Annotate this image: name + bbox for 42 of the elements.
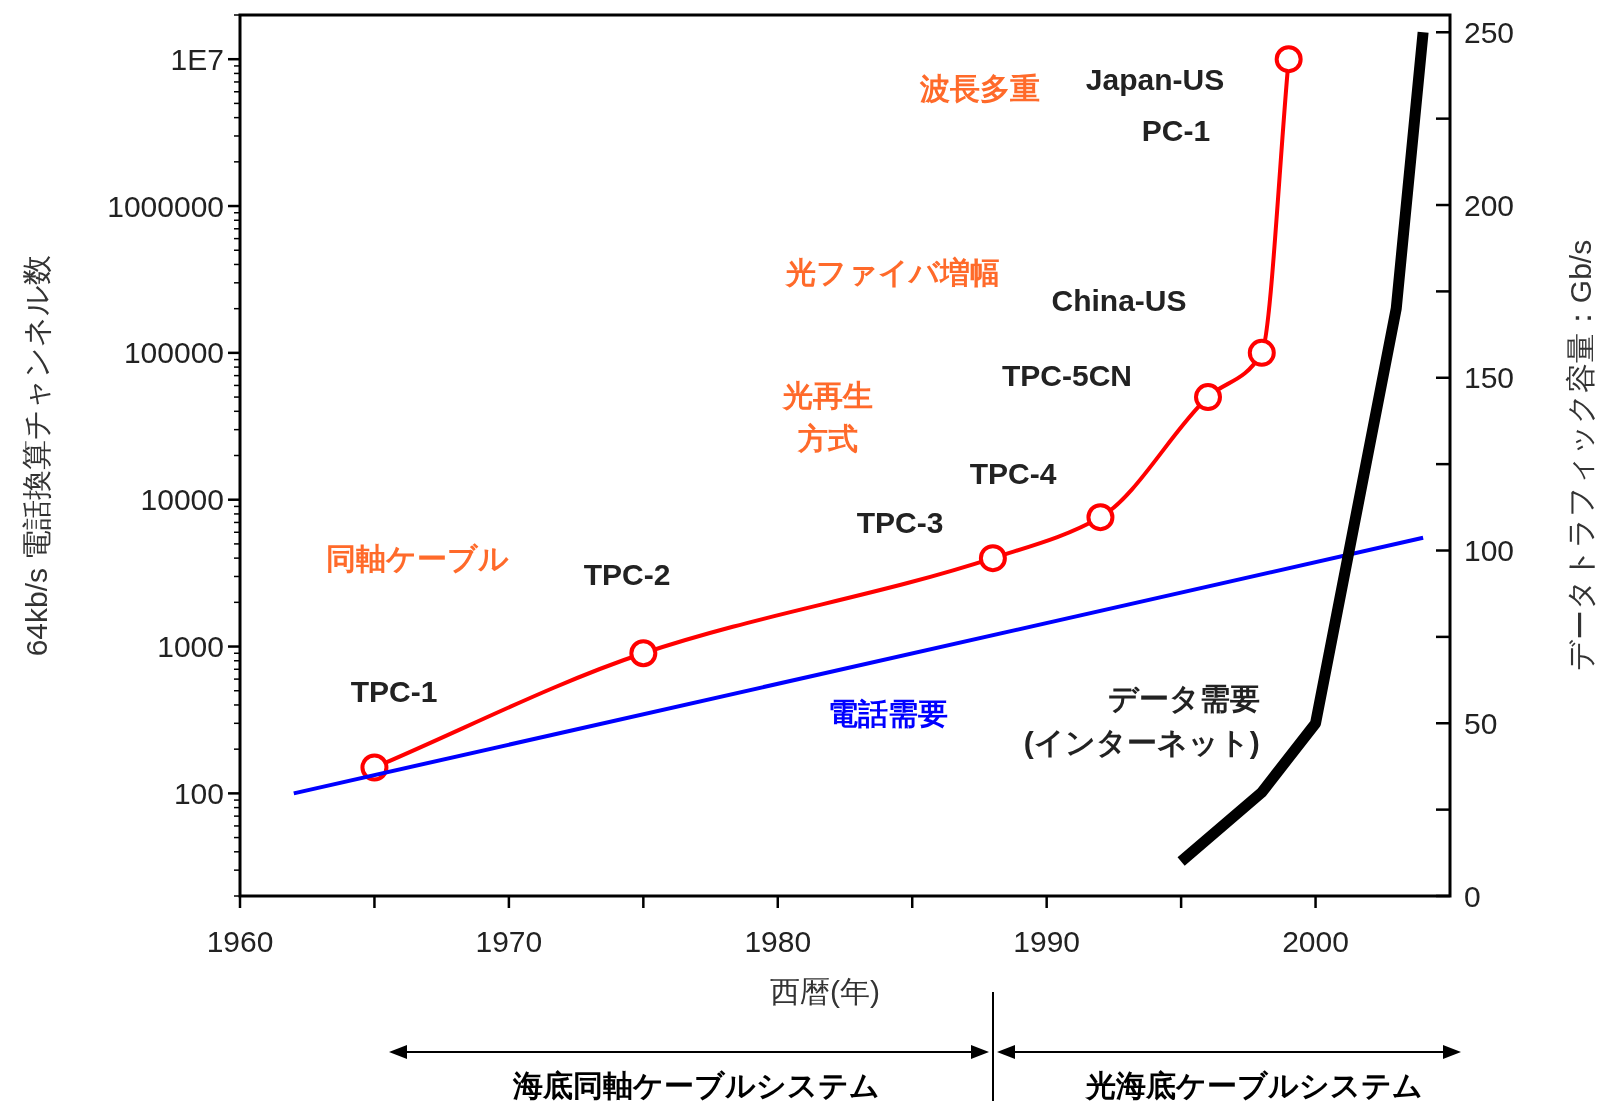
y2-tick-label: 250 (1464, 15, 1515, 49)
x-tick-label: 1960 (206, 924, 274, 958)
annotation: TPC-5CN (1001, 358, 1133, 392)
y2-tick-label: 200 (1464, 188, 1515, 222)
y2-tick-label: 0 (1464, 879, 1481, 913)
point (629, 639, 658, 668)
y-tick-label: 100000 (123, 336, 224, 370)
annotation: 光ファイバ増幅 (784, 255, 1000, 289)
x-tick-label: 1970 (475, 924, 543, 958)
text: 海底同軸ケーブルシステム (511, 1068, 880, 1101)
annotation: TPC-4 (969, 456, 1057, 490)
annotation: PC-1 (1141, 113, 1211, 147)
annotation: Japan-US (1085, 62, 1225, 96)
annotation: 同軸ケーブル (325, 541, 509, 575)
y-tick-label: 1000 (157, 630, 224, 664)
point (1274, 45, 1303, 74)
annotation: 光再生方式 (781, 378, 873, 456)
y2-axis-title: データトラフィック容量：Gb/s (1563, 239, 1597, 672)
point (978, 544, 1007, 573)
annotation: TPC-2 (583, 557, 671, 591)
y-tick-label: 1000000 (107, 189, 224, 223)
annotation: 波長多重 (919, 71, 1040, 105)
y-tick-label: 10000 (140, 483, 224, 517)
annotation: China-US (1051, 283, 1187, 317)
annotation: TPC-3 (856, 505, 944, 539)
y2-tick-label: 100 (1464, 534, 1515, 568)
series-label: 電話需要 (828, 697, 949, 731)
series-label: データ需要 (インターネット) (1023, 682, 1260, 759)
point (1247, 338, 1276, 367)
y-tick-label: 100 (173, 776, 224, 810)
annotation: TPC-1 (350, 674, 438, 708)
x-tick-label: 1980 (744, 924, 812, 958)
text: 光海底ケーブルシステム (1083, 1068, 1423, 1101)
x-axis-title: 西暦(年) (770, 974, 880, 1008)
y2-tick-label: 150 (1464, 361, 1515, 395)
y-axis-title: 64kb/s 電話換算チャンネル数 (19, 254, 53, 657)
point (1194, 383, 1222, 412)
y2-tick-label: 50 (1464, 706, 1498, 740)
x-tick-label: 2000 (1282, 924, 1349, 958)
y-tick-label: 1E7 (170, 42, 224, 76)
point (1086, 503, 1115, 532)
x-tick-label: 1990 (1013, 924, 1081, 958)
